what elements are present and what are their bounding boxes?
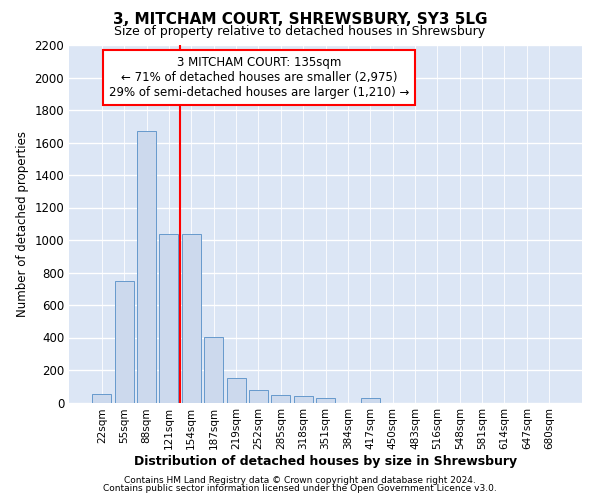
Text: Contains HM Land Registry data © Crown copyright and database right 2024.: Contains HM Land Registry data © Crown c… [124,476,476,485]
Bar [115,282,134,403]
X-axis label: Distribution of detached houses by size in Shrewsbury: Distribution of detached houses by size … [134,455,517,468]
Bar [293,396,313,402]
Bar [160,234,178,402]
Bar [204,336,223,402]
Text: 3, MITCHAM COURT, SHREWSBURY, SY3 5LG: 3, MITCHAM COURT, SHREWSBURY, SY3 5LG [113,12,487,28]
Bar [271,395,290,402]
Text: 3 MITCHAM COURT: 135sqm
← 71% of detached houses are smaller (2,975)
29% of semi: 3 MITCHAM COURT: 135sqm ← 71% of detache… [109,56,409,98]
Bar [137,131,156,402]
Text: Size of property relative to detached houses in Shrewsbury: Size of property relative to detached ho… [115,25,485,38]
Text: Contains public sector information licensed under the Open Government Licence v3: Contains public sector information licen… [103,484,497,493]
Bar [182,234,201,402]
Bar [249,390,268,402]
Bar [227,378,245,402]
Bar [316,398,335,402]
Y-axis label: Number of detached properties: Number of detached properties [16,130,29,317]
Bar [92,394,112,402]
Bar [361,398,380,402]
